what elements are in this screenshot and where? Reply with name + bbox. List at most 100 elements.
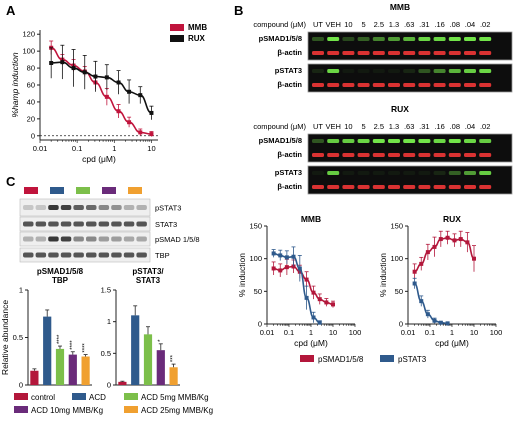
blot-band-green [327,69,340,73]
blot-label: pSMAD 1/5/8 [155,235,200,244]
blot-band [136,221,147,227]
data-point [311,315,316,320]
y-axis-label: % induction [237,253,247,297]
blot-band [136,252,147,258]
blot-band [23,252,34,258]
bar [55,348,65,385]
blot-band-red [403,153,416,157]
data-point [278,253,283,258]
panel-letter: A [6,3,16,18]
blot-band [123,205,135,210]
blot-band-red [357,83,370,87]
data-point [149,132,154,137]
x-tick-label: 0.01 [33,144,48,153]
data-point [311,290,316,295]
data-point [412,269,417,274]
lane-label: UT [313,20,323,29]
blot-band [136,236,147,242]
blot-band-green [312,171,324,175]
blot-band [73,221,84,227]
blot-band-green [403,139,416,143]
blot-band-green [448,37,461,41]
x-tick-label: 10 [329,328,337,337]
lane-label: 1.3 [389,122,399,131]
lane-label: .31 [419,122,429,131]
data-point [452,238,457,243]
blot-band-green [372,171,385,175]
x-axis-label: cpd (μM) [435,338,469,348]
blot-band-green [403,69,416,73]
blot-band [98,205,110,210]
bar [81,356,90,385]
blot-band-green [464,171,476,175]
blot-band-green [372,139,385,143]
blot-band [73,252,84,258]
blot-band-green [479,37,492,41]
data-point [278,268,283,273]
legend-swatch [300,355,314,362]
blot-band-green [342,171,355,175]
legend-label: MMB [188,23,207,32]
bar [169,367,178,385]
bar [30,370,39,385]
y-tick-label: 100 [22,47,35,56]
blot-strip [19,216,151,232]
chart-title: MMB [301,214,321,224]
compound-label: compound (μM) [253,122,306,131]
blot-band-green [433,69,446,73]
blot-band-green [388,37,400,41]
blot-band-red [418,83,431,87]
y-tick-label: 1 [19,286,23,295]
blot-band [60,205,72,210]
blot-band-green [479,69,492,73]
blot-band-green [418,171,431,175]
blot-band [60,221,72,227]
blot-band-red [448,51,461,55]
blot-band-green [357,37,370,41]
blot-image [307,31,513,61]
blot-band-green [342,139,355,143]
lane-label: 2.5 [374,20,384,29]
y-tick-label: 1 [107,317,111,326]
blot-band-green [372,69,385,73]
blot-band-red [388,83,400,87]
significance-mark: **** [83,343,89,353]
blot-band-red [403,51,416,55]
legend-swatch [380,355,394,362]
y-tick-label: 0 [399,320,403,329]
data-point [419,261,424,266]
y-tick-label: 120 [22,30,35,39]
blot-band [23,221,34,227]
data-point [317,320,322,325]
y-tick-label: 0 [31,131,35,140]
data-point [284,255,289,260]
lane-group-marker [76,187,90,194]
bar [43,316,52,385]
blot-band-green [433,37,446,41]
blot-band-green [418,69,431,73]
series-psmad1-5-8 [412,230,476,280]
chart-title: RUX [443,214,461,224]
y-tick-label: 0 [19,381,23,390]
blot-band [35,205,47,210]
lane-label: 10 [344,122,352,131]
blot-band-red [464,83,476,87]
legend-label: ACD 10mg MMB/Kg [31,406,103,415]
blot-band-red [479,153,492,157]
legend-label: ACD 5mg MMB/Kg [141,393,209,402]
data-point [465,240,470,245]
blot-band-green [464,69,476,73]
data-point [458,237,463,242]
significance-mark: **** [57,334,63,344]
blot-band-green [327,139,340,143]
y-tick-label: 1.5 [101,286,111,295]
x-tick-label: 10 [470,328,478,337]
lane-label: UT [313,122,323,131]
y-tick-label: 0.5 [101,349,111,358]
y-tick-label: 80 [27,64,35,73]
blot-band [98,252,110,258]
data-point [71,66,76,71]
lane-label: 5 [362,122,366,131]
